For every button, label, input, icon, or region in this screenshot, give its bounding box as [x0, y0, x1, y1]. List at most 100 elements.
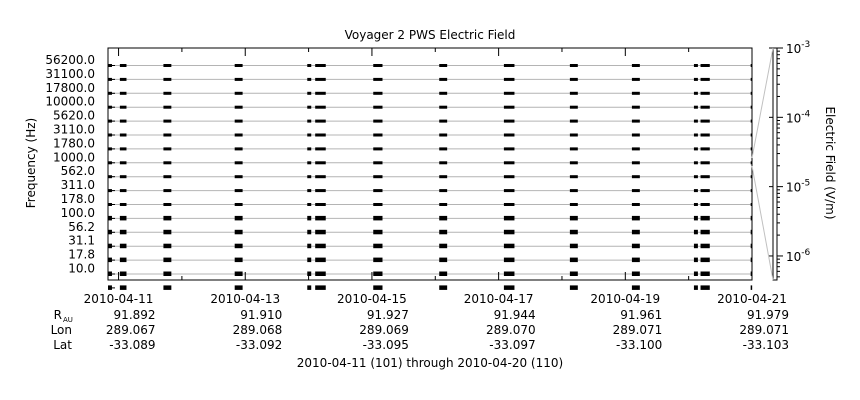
data-band: [693, 203, 698, 206]
plot-frame: [107, 47, 753, 281]
data-band: [307, 229, 312, 235]
data-band: [315, 189, 326, 193]
colorbar-tick-label: 10-4: [786, 109, 811, 125]
data-band: [163, 271, 172, 276]
data-band: [503, 229, 515, 235]
data-band: [307, 215, 312, 221]
data-band: [119, 64, 127, 67]
data-band: [307, 161, 312, 165]
data-band: [307, 175, 312, 179]
data-band: [439, 243, 448, 249]
data-band: [307, 119, 312, 123]
data-band: [108, 119, 112, 123]
data-band: [631, 119, 640, 123]
data-band: [693, 257, 698, 263]
data-band: [750, 215, 753, 221]
data-band: [108, 243, 112, 249]
data-band: [108, 189, 112, 193]
data-band: [315, 161, 326, 165]
data-band: [693, 243, 698, 249]
data-band: [693, 147, 698, 151]
data-band: [700, 77, 710, 81]
ephemeris-value: 289.071: [739, 323, 789, 337]
data-band: [503, 77, 515, 81]
y-tick-label: 311.0: [61, 178, 95, 192]
data-band: [163, 105, 172, 109]
data-band: [163, 64, 172, 67]
ephemeris-value: 91.927: [367, 308, 409, 322]
data-band: [119, 175, 127, 179]
data-band: [700, 133, 710, 137]
data-band: [307, 243, 312, 249]
data-band: [108, 257, 112, 263]
plot-layer: 56200.031100.017800.010000.05620.03110.0…: [45, 40, 810, 306]
data-band: [569, 271, 578, 276]
data-band: [750, 189, 753, 193]
data-band: [108, 175, 112, 179]
x-tick-label: 2010-04-19: [590, 292, 660, 306]
ephemeris-value: 289.069: [359, 323, 409, 337]
data-band: [569, 203, 578, 206]
ephemeris-value: 289.071: [613, 323, 663, 337]
data-band: [750, 203, 753, 206]
data-band: [119, 133, 127, 137]
data-band: [439, 147, 448, 151]
data-band: [108, 77, 112, 81]
data-band: [163, 257, 172, 263]
data-band: [503, 175, 515, 179]
ephemeris-labels: R AU 91.892 91.910 91.927 91.944 91.961 91.979 L…: [51, 308, 789, 352]
data-band: [503, 147, 515, 151]
data-band: [108, 271, 112, 276]
data-band: [569, 257, 578, 263]
data-band: [373, 175, 383, 179]
data-band: [569, 133, 578, 137]
data-band: [119, 161, 127, 165]
data-band: [750, 105, 753, 109]
ephemeris-value: 289.068: [233, 323, 283, 337]
data-band: [373, 77, 383, 81]
y-tick-label: 31100.0: [45, 67, 95, 81]
x-tick-label: 2010-04-17: [464, 292, 534, 306]
y-tick-label: 178.0: [61, 192, 95, 206]
data-band: [119, 77, 127, 81]
data-band: [163, 91, 172, 95]
data-band: [693, 229, 698, 235]
data-band: [693, 119, 698, 123]
data-band: [750, 243, 753, 249]
data-band: [503, 133, 515, 137]
data-band: [373, 161, 383, 165]
data-band: [119, 91, 127, 95]
data-band: [439, 285, 448, 290]
data-band: [700, 175, 710, 179]
data-band: [631, 147, 640, 151]
data-band: [631, 91, 640, 95]
data-band: [163, 119, 172, 123]
data-band: [439, 119, 448, 123]
y-axis-label: Frequency (Hz): [24, 118, 38, 209]
data-band: [439, 161, 448, 165]
y-tick-label: 1780.0: [53, 136, 95, 150]
data-band: [693, 64, 698, 67]
data-band: [569, 243, 578, 249]
ephemeris-value: -33.103: [743, 338, 789, 352]
data-band: [439, 271, 448, 276]
data-band: [163, 229, 172, 235]
data-band: [700, 257, 710, 263]
data-band: [569, 189, 578, 193]
y-tick-label: 56200.0: [45, 53, 95, 67]
data-band: [700, 215, 710, 221]
data-band: [373, 119, 383, 123]
data-band: [700, 271, 710, 276]
data-band: [700, 285, 710, 290]
data-band: [750, 147, 753, 151]
data-band: [108, 161, 112, 165]
data-band: [307, 271, 312, 276]
data-band: [693, 91, 698, 95]
data-band: [750, 285, 753, 290]
data-band: [307, 133, 312, 137]
data-band: [163, 215, 172, 221]
data-band: [315, 271, 326, 276]
data-band: [693, 77, 698, 81]
data-band: [569, 105, 578, 109]
